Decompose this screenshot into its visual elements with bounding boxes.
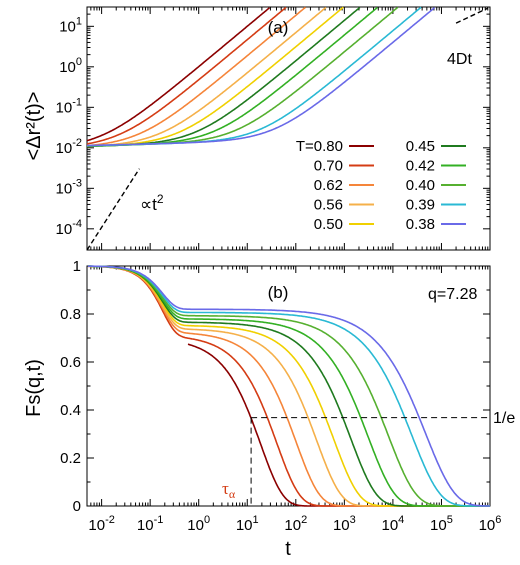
guide-lines <box>86 7 490 506</box>
legend-label: 0.42 <box>406 158 435 175</box>
inv-e-label: 1/e <box>493 410 515 427</box>
legend-label: T=0.80 <box>296 138 343 155</box>
tau-alpha-label: τα <box>222 479 236 501</box>
t2-text: ∝t <box>140 195 157 214</box>
msd-curve-T0.38 <box>87 6 436 147</box>
msd-curve-T0.62 <box>86 6 306 147</box>
y-tick-label: 0.4 <box>60 402 81 419</box>
y-tick-label: 10-2 <box>56 137 82 157</box>
legend-label: 0.62 <box>314 177 343 194</box>
panel-b-ticks: 10-2 10-1 100 101 102 103 104 105 106 0 0.2 0.4 0.6 0… <box>60 258 501 534</box>
4dt-guide <box>455 7 489 24</box>
panel-a-label: (a) <box>268 18 289 37</box>
x-tick-label: 102 <box>284 514 307 534</box>
t2-guide <box>86 168 140 251</box>
fs-curve-T0.42 <box>88 265 490 507</box>
t2-annotation: ∝t2 <box>140 192 164 214</box>
msd-curve-T0.8 <box>86 7 271 142</box>
panel-a-ticks: 10-4 10-3 10-2 10-1 100 101 <box>56 7 491 250</box>
x-tick-label: 101 <box>236 514 259 534</box>
fs-curve-T0.38 <box>88 265 490 507</box>
x-tick-label: 104 <box>381 514 404 534</box>
y-tick-label: 100 <box>59 56 82 76</box>
msd-curve-T0.56 <box>87 6 327 148</box>
fs-curve-T0.39 <box>88 265 490 507</box>
x-tick-label: 106 <box>479 514 502 534</box>
legend: T=0.80 0.70 0.62 0.56 0.50 0.45 0.42 0.40 0.39 0.… <box>296 138 466 233</box>
x-tick-label: 10-1 <box>137 514 163 534</box>
panel-a-ylabel: <Δr²(t)> <box>23 92 45 161</box>
4dt-annotation: 4Dt <box>447 51 472 68</box>
panel-a-series <box>86 6 436 148</box>
fs-curve-T0.8 <box>187 343 490 507</box>
fs-curve-T0.4 <box>88 265 490 507</box>
q-annotation: q=7.28 <box>428 286 477 303</box>
y-tick-label: 0.2 <box>60 450 81 467</box>
y-tick-label: 101 <box>59 15 82 35</box>
t2-sup: 2 <box>157 192 164 206</box>
y-tick-label: 0.6 <box>60 354 81 371</box>
y-tick-label: 10-1 <box>56 96 82 116</box>
legend-label: 0.70 <box>314 158 343 175</box>
x-tick-label: 103 <box>333 514 356 534</box>
msd-curve-T0.7 <box>86 6 287 145</box>
x-tick-label: 10-2 <box>88 514 114 534</box>
x-axis-label: t <box>285 538 291 560</box>
y-tick-label: 10-4 <box>56 218 82 238</box>
legend-label: 0.38 <box>406 216 435 233</box>
panel-b-label: (b) <box>268 283 289 302</box>
legend-label: 0.56 <box>314 197 343 214</box>
y-tick-label: 10-3 <box>56 177 82 197</box>
y-tick-label: 1 <box>73 258 81 275</box>
legend-label: 0.45 <box>406 138 435 155</box>
legend-label: 0.40 <box>406 177 435 194</box>
x-tick-label: 100 <box>187 514 210 534</box>
y-tick-label: 0.8 <box>60 306 81 323</box>
legend-label: 0.50 <box>314 216 343 233</box>
y-tick-label: 0 <box>73 498 81 515</box>
panel-b-ylabel: Fs(q,t) <box>23 359 45 417</box>
legend-label: 0.39 <box>406 197 435 214</box>
panel-b-series <box>88 265 490 507</box>
msd-curve-T0.5 <box>87 6 344 148</box>
x-tick-label: 105 <box>430 514 453 534</box>
